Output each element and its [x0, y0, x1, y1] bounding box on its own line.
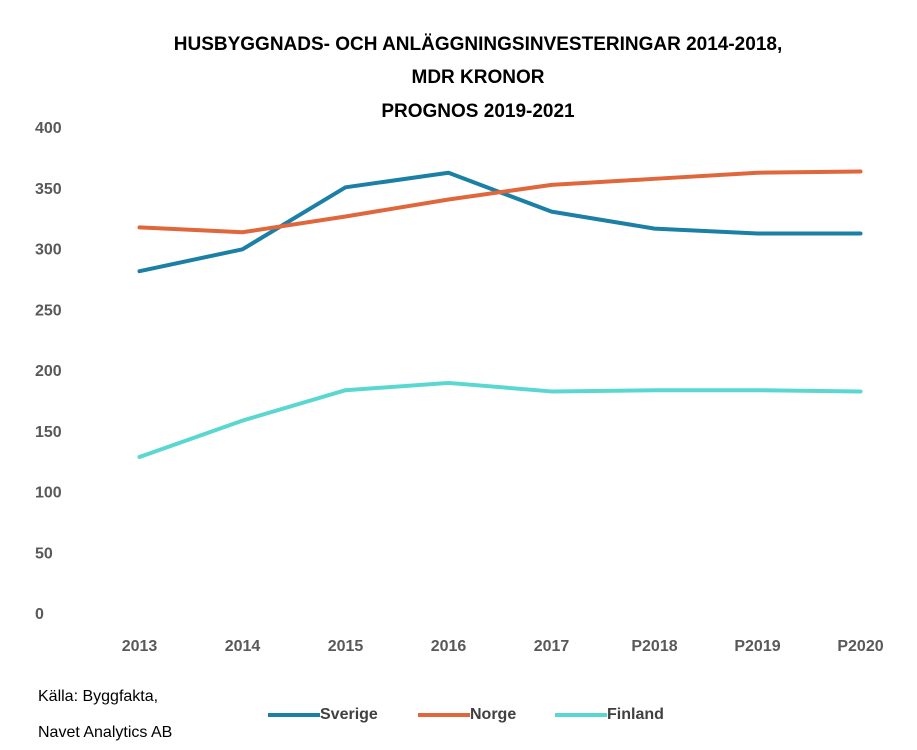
y-tick-label: 100	[35, 485, 62, 502]
chart-title: PROGNOS 2019-2021	[381, 101, 575, 122]
chart-title: HUSBYGGNADS- OCH ANLÄGGNINGSINVESTERINGA…	[174, 34, 782, 55]
legend-label: Finland	[607, 706, 664, 723]
x-tick-label: 2015	[328, 638, 364, 655]
x-tick-label: 2014	[225, 638, 261, 655]
source-note: Navet Analytics AB	[38, 724, 172, 741]
y-tick-label: 250	[35, 302, 62, 319]
x-tick-label: P2018	[631, 638, 677, 655]
y-tick-label: 200	[35, 363, 62, 380]
x-tick-label: P2019	[734, 638, 780, 655]
y-tick-label: 150	[35, 424, 62, 441]
x-tick-label: 2016	[431, 638, 467, 655]
chart-title: MDR KRONOR	[412, 67, 545, 88]
source-note: Källa: Byggfakta,	[38, 688, 158, 705]
series-line	[137, 380, 863, 460]
x-tick-label: 2017	[534, 638, 570, 655]
y-tick-label: 350	[35, 181, 62, 198]
y-tick-label: 50	[35, 545, 53, 562]
y-tick-label: 300	[35, 242, 62, 259]
legend-label: Norge	[470, 706, 516, 723]
legend-label: Sverige	[320, 706, 378, 723]
y-tick-label: 400	[35, 120, 62, 137]
x-tick-label: 2013	[122, 638, 158, 655]
y-tick-label: 0	[35, 606, 44, 623]
series-line	[137, 169, 863, 235]
x-tick-label: P2020	[837, 638, 883, 655]
